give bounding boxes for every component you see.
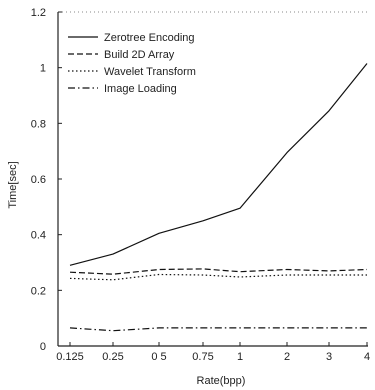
y-tick-label: 1.2 bbox=[31, 7, 46, 19]
y-tick-label: 0 bbox=[40, 341, 46, 353]
series-line-0 bbox=[69, 63, 368, 266]
y-tick-label: 0.6 bbox=[31, 174, 46, 186]
x-tick-label: 4 bbox=[364, 351, 370, 363]
x-tick-label: 0.125 bbox=[56, 351, 84, 363]
x-tick-label: 3 bbox=[326, 351, 332, 363]
x-tick-label: 0.75 bbox=[192, 351, 213, 363]
y-tick-label: 0.4 bbox=[31, 230, 46, 242]
series-line-3 bbox=[69, 327, 367, 332]
x-tick-label: 1 bbox=[237, 351, 243, 363]
axes: 0 0.2 0.4 0.6 0.8 1 1.2 0.125 0.25 0 5 0.75 1 2 3 4 bbox=[31, 7, 370, 363]
series-line-2 bbox=[69, 273, 367, 281]
legend-label: Image Loading bbox=[104, 83, 177, 95]
x-tick-label: 0 5 bbox=[151, 351, 166, 363]
x-tick-label: 0.25 bbox=[102, 351, 123, 363]
legend-label: Zerotree Encoding bbox=[104, 32, 195, 44]
y-tick-label: 0.8 bbox=[31, 118, 46, 130]
legend-label: Wavelet Transform bbox=[104, 66, 196, 78]
x-tick-label: 2 bbox=[284, 351, 290, 363]
y-tick-label: 1 bbox=[40, 63, 46, 75]
series-line-1 bbox=[69, 268, 368, 275]
y-tick-label: 0.2 bbox=[31, 285, 46, 297]
legend-label: Build 2D Array bbox=[104, 49, 175, 61]
series-lines bbox=[69, 63, 368, 332]
y-axis-title: Time[sec] bbox=[7, 161, 19, 208]
legend: Zerotree Encoding Build 2D Array Wavelet T… bbox=[68, 32, 196, 95]
x-axis-title: Rate(bpp) bbox=[197, 375, 246, 387]
